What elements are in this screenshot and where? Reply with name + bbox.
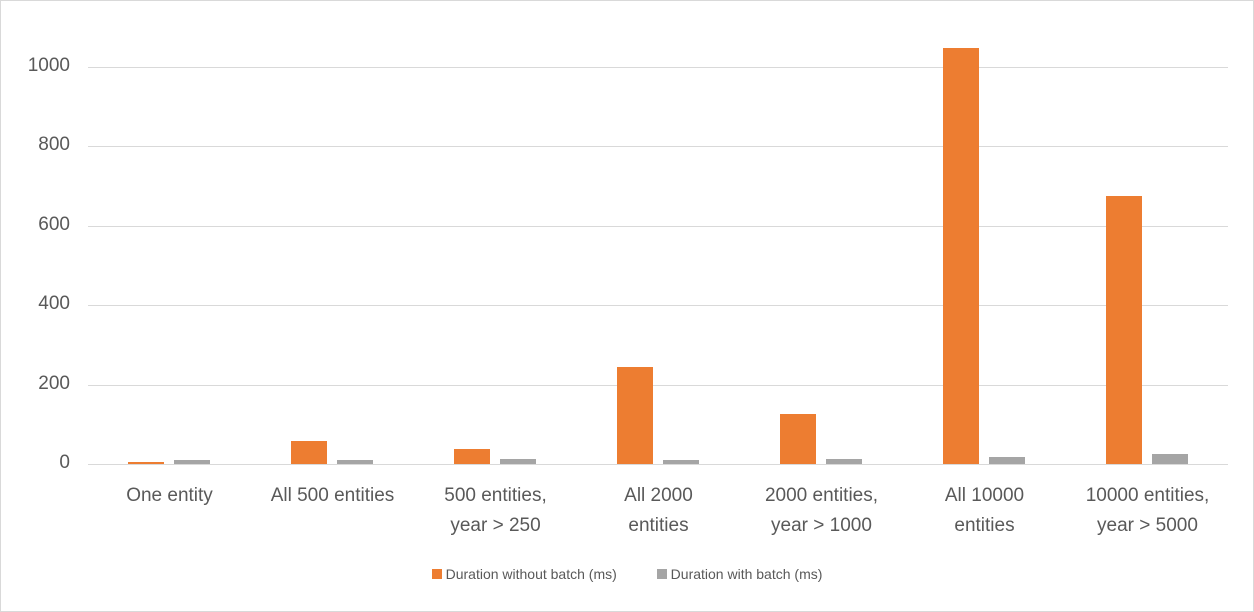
bar-without-batch	[128, 462, 164, 464]
gridline	[88, 67, 1228, 68]
bar-with-batch	[989, 457, 1025, 464]
x-tick-label: 2000 entities, year > 1000	[764, 485, 879, 536]
bar-with-batch	[174, 460, 210, 464]
legend-swatch-orange	[431, 569, 442, 579]
y-tick-label: 600	[38, 214, 70, 235]
gridline	[88, 464, 1228, 465]
y-tick-label: 400	[38, 293, 70, 314]
legend-item-with-batch: Duration with batch (ms)	[656, 566, 823, 582]
x-tick-label: All 500 entities	[270, 485, 395, 506]
y-tick-label: 0	[59, 452, 70, 473]
bar-with-batch	[826, 459, 862, 464]
bar-with-batch	[337, 460, 373, 464]
bar-without-batch	[291, 441, 327, 464]
legend: Duration without batch (ms) Duration wit…	[0, 566, 1254, 582]
legend-label: Duration without batch (ms)	[445, 566, 617, 582]
bar-with-batch	[500, 459, 536, 464]
y-tick-label: 1000	[27, 55, 70, 76]
bar-without-batch	[780, 414, 816, 464]
bar-without-batch	[943, 48, 979, 464]
gridline	[88, 226, 1228, 227]
legend-label: Duration with batch (ms)	[670, 566, 823, 582]
x-tick-label: All 2000 entities	[624, 485, 693, 536]
x-tick-label: 10000 entities, year > 5000	[1085, 485, 1210, 536]
x-tick-label: One entity	[126, 485, 213, 506]
bar-with-batch	[663, 460, 699, 464]
gridline	[88, 385, 1228, 386]
y-tick-label: 800	[38, 134, 70, 155]
gridline	[88, 146, 1228, 147]
gridline	[88, 305, 1228, 306]
bar-without-batch	[454, 449, 490, 464]
x-tick-label: All 10000 entities	[944, 485, 1025, 536]
bar-without-batch	[1106, 196, 1142, 464]
x-tick-label: 500 entities, year > 250	[444, 485, 547, 536]
bar-without-batch	[617, 367, 653, 464]
y-tick-label: 200	[38, 373, 70, 394]
legend-item-without-batch: Duration without batch (ms)	[431, 566, 617, 582]
legend-swatch-gray	[656, 569, 667, 579]
bar-with-batch	[1152, 454, 1188, 464]
